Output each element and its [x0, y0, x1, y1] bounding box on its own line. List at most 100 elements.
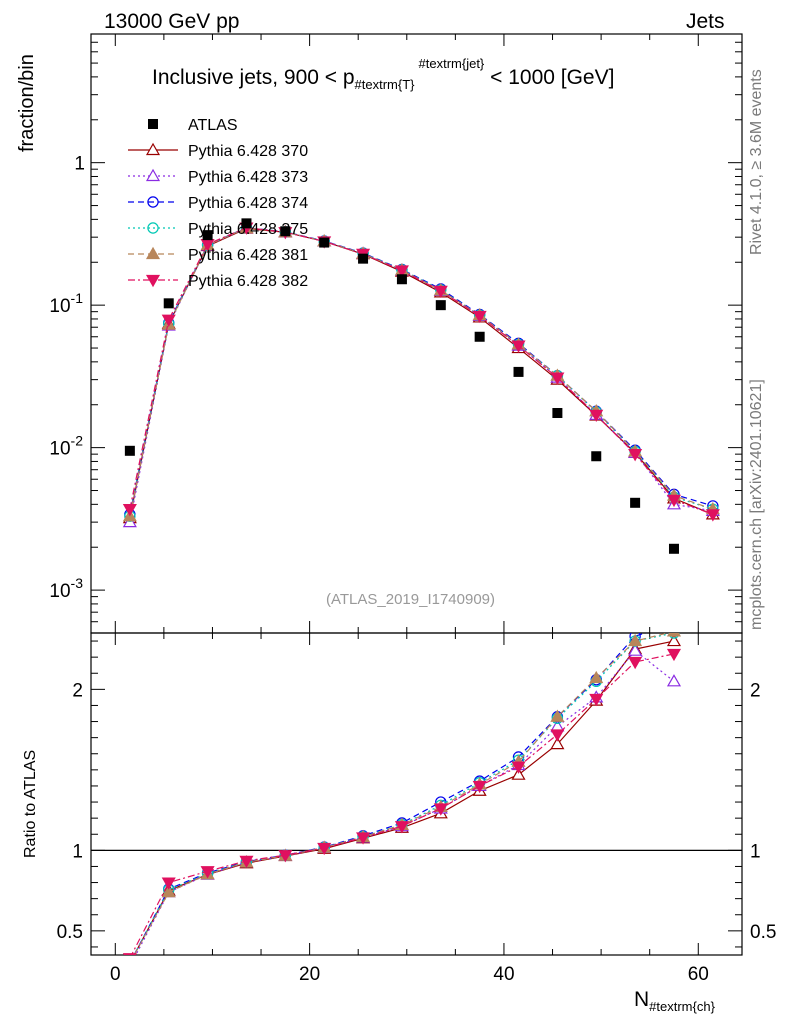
ratio-line-1 [133, 640, 675, 955]
chart-title-subscript: #textrm{T} [354, 77, 415, 93]
legend-label-1: Pythia 6.428 370 [188, 143, 308, 160]
series-6-marker [433, 285, 448, 299]
legend-marker-5 [145, 246, 161, 260]
ratio-y-tick-label-right: 2 [750, 680, 761, 701]
y-axis-label-main: fraction/bin [16, 54, 38, 152]
x-axis-label-text: N [634, 988, 650, 1011]
ratio-series-5-marker [161, 885, 176, 898]
ratio-series-6-marker [122, 953, 137, 955]
ratio-y-tick-label-right: 1 [750, 841, 761, 862]
ratio-series-6-marker [550, 729, 565, 742]
ratio-series-1-marker [511, 767, 526, 780]
series-6-marker [628, 449, 643, 462]
series-6-marker [550, 372, 565, 385]
series-6-marker [705, 509, 720, 522]
ratio-series-5-marker [589, 670, 604, 684]
atlas-data-point [668, 543, 679, 554]
ratio-series-6-marker [589, 693, 604, 707]
ratio-frame [90, 632, 743, 956]
ratio-series-6-marker [200, 866, 215, 879]
atlas-data-point [396, 274, 407, 285]
series-6-marker [394, 265, 409, 278]
ratio-series-6-marker [161, 877, 176, 890]
ratio-series-6-marker [239, 855, 254, 869]
ratio-series-1-marker [550, 736, 565, 750]
atlas-data-point [435, 300, 446, 311]
ratio-series-6-marker [472, 780, 487, 794]
ratio-series-2-marker [628, 643, 643, 656]
atlas-data-point [513, 366, 524, 377]
series-6-marker [161, 314, 176, 327]
atlas-data-point [474, 331, 485, 342]
atlas-data-point [591, 451, 602, 462]
series-line-6 [129, 227, 714, 515]
y-tick-label: 1 [74, 154, 85, 175]
legend-atlas-marker [148, 119, 158, 129]
ratio-y-tick-label: 0.5 [57, 922, 83, 943]
ratio-series-1-marker [124, 957, 136, 968]
y-tick-label: 10-1 [49, 290, 83, 317]
legend-marker-4 [147, 222, 159, 234]
series-line-1 [129, 227, 714, 519]
atlas-data-point [319, 237, 330, 248]
x-axis-label-subscript: #textrm{ch} [649, 999, 715, 1015]
atlas-data-point [202, 230, 213, 241]
chart-title-suffix: < 1000 [GeV] [484, 66, 615, 89]
ratio-line-3 [133, 633, 647, 955]
mcplots-source-label: mcplots.cern.ch [arXiv:2401.10621] [748, 379, 765, 630]
ratio-series-1-marker [666, 633, 682, 647]
y-axis-label-ratio: Ratio to ATLAS [22, 749, 39, 858]
legend-marker-6 [145, 274, 161, 288]
ratio-series-6-marker [394, 821, 409, 834]
ratio-series-5-marker [124, 957, 136, 968]
y-tick-label: 10-2 [49, 433, 83, 460]
legend: ATLAS Pythia 6.428 370 Pythia 6.428 373 Pyt… [128, 117, 308, 290]
legend-marker-2 [145, 168, 161, 182]
ratio-series-6-marker [317, 842, 332, 856]
series-6-marker [472, 310, 487, 324]
ratio-series-6-marker [433, 803, 448, 816]
legend-label-2: Pythia 6.428 373 [188, 169, 308, 186]
series-line-5 [129, 227, 714, 517]
ratio-series-6-marker [666, 648, 682, 662]
legend-label-4: Pythia 6.428 375 [188, 221, 308, 238]
ratio-series-6-marker [356, 832, 371, 845]
ratio-series-2-marker [124, 960, 136, 971]
legend-label-3: Pythia 6.428 374 [188, 195, 308, 212]
legend-label-6: Pythia 6.428 382 [188, 273, 308, 290]
atlas-data-point [552, 408, 563, 419]
x-tick-label: 20 [299, 964, 320, 985]
legend-marker-1 [145, 142, 161, 156]
x-axis-label: N#textrm{ch} [634, 988, 715, 1014]
atlas-data-point [358, 253, 369, 264]
jets-label: Jets [686, 10, 725, 33]
ratio-series-5-marker [628, 633, 643, 647]
series-6-marker [666, 494, 682, 508]
chart-title: Inclusive jets, 900 < p#textrm{T}#textrm… [152, 56, 615, 93]
main-series-group [122, 218, 720, 554]
ratio-y-tick-label: 2 [72, 680, 83, 701]
series-6-marker [589, 409, 604, 423]
series-6-marker [122, 504, 137, 517]
energy-label: 13000 GeV pp [104, 10, 240, 33]
chart-title-superscript: #textrm{jet} [418, 56, 485, 71]
analysis-tag: (ATLAS_2019_I1740909) [326, 591, 496, 608]
atlas-data-point [630, 497, 641, 508]
x-tick-label: 60 [688, 964, 709, 985]
ratio-series-3-marker [125, 958, 135, 968]
ratio-series-5-marker [550, 709, 565, 722]
legend-marker-3 [147, 196, 159, 208]
ratio-series-5-marker [666, 633, 682, 637]
series-6-marker [511, 340, 526, 353]
series-line-4 [129, 227, 714, 517]
atlas-data-point [124, 445, 135, 456]
ratio-series-3-marker [669, 618, 679, 628]
ratio-series-6-marker [511, 761, 526, 774]
y-tick-label: 10-3 [49, 575, 83, 602]
legend-label-5: Pythia 6.428 381 [188, 247, 308, 264]
ratio-y-tick-label: 1 [72, 841, 83, 862]
ratio-series-6-marker [278, 850, 293, 863]
ratio-series-2-marker [666, 674, 682, 687]
atlas-data-point [241, 218, 252, 229]
